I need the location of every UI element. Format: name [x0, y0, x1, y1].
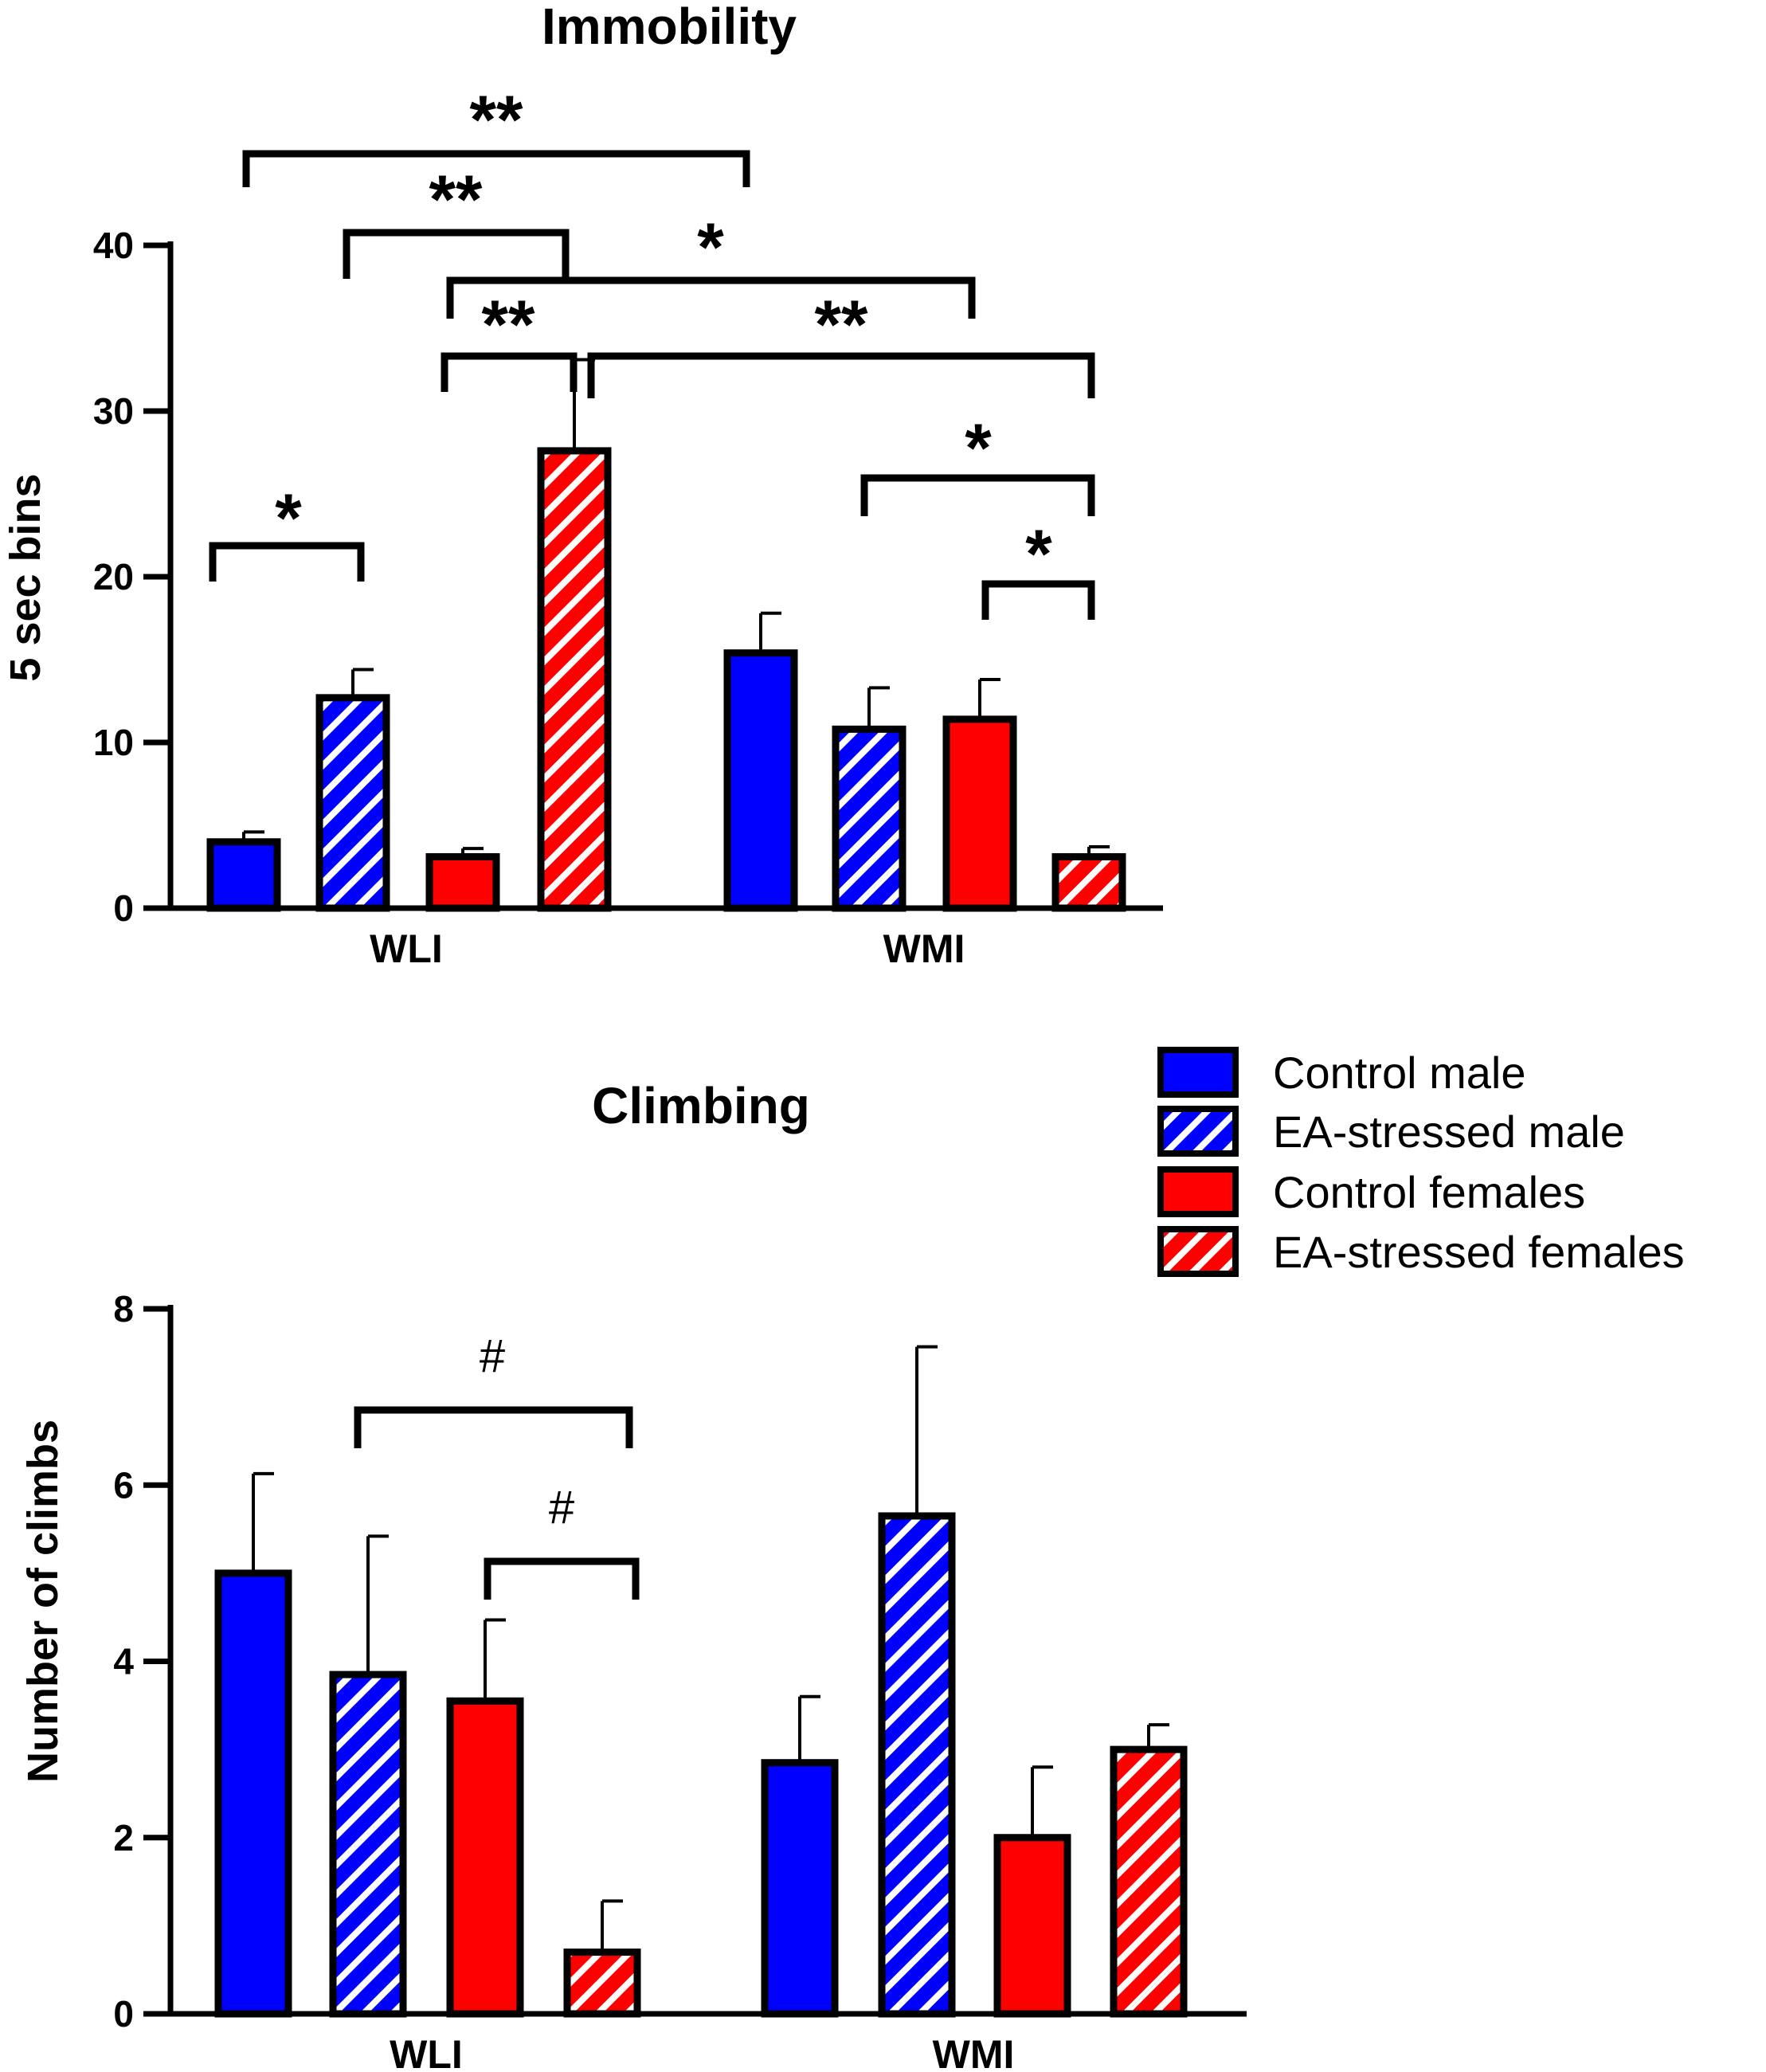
immobility-title: Immobility: [542, 0, 797, 55]
immobility-category-label: WLI: [370, 926, 443, 971]
bar: [214, 1569, 292, 2018]
significance-label: **: [482, 287, 535, 363]
bar: [1051, 853, 1126, 912]
significance-label: **: [429, 162, 483, 238]
significance-label: *: [965, 410, 992, 487]
climbing-title: Climbing: [592, 1077, 810, 1134]
significance-label: #: [480, 1330, 505, 1382]
significance-bracket: [587, 352, 1095, 398]
legend-swatch: [1157, 1047, 1239, 1098]
climbing-significance-brackets: [354, 1406, 640, 1600]
climbing-bars: [214, 1512, 1188, 2018]
y-tick-label: 40: [93, 225, 134, 266]
significance-label: #: [549, 1482, 574, 1533]
significance-bracket: [446, 276, 976, 319]
bar: [761, 1759, 839, 2018]
bar: [329, 1671, 407, 2018]
legend-swatch: [1157, 1226, 1239, 1277]
y-tick-label: 0: [113, 1993, 134, 2035]
legend-label: EA-stressed females: [1273, 1227, 1685, 1277]
bar: [425, 853, 500, 912]
significance-bracket: [981, 580, 1095, 620]
legend-item: EA-stressed male: [1157, 1106, 1625, 1157]
significance-bracket: [484, 1557, 640, 1600]
bar: [1110, 1745, 1188, 2018]
bar: [878, 1512, 956, 2018]
climbing-category-label: WMI: [933, 2032, 1015, 2072]
significance-bracket: [441, 352, 578, 392]
y-tick-label: 10: [93, 722, 134, 763]
climbing-y-axis-label: Number of climbs: [19, 1420, 67, 1783]
immobility-y-axis-label: 5 sec bins: [2, 473, 49, 681]
y-tick-label: 20: [93, 556, 134, 597]
immobility-significance-labels: ** ** * ** ** * * *: [275, 82, 1052, 593]
significance-bracket: [343, 229, 570, 279]
legend-item: EA-stressed females: [1157, 1226, 1685, 1277]
bar: [832, 725, 906, 912]
significance-label: **: [470, 82, 523, 159]
y-tick-label: 30: [93, 390, 134, 432]
immobility-category-label: WMI: [883, 926, 965, 971]
bar: [563, 1949, 641, 2018]
climbing-significance-labels: # #: [480, 1330, 574, 1533]
y-tick-label: 2: [113, 1817, 134, 1859]
immobility-significance-brackets: [209, 150, 1095, 620]
climbing-category-label: WLI: [390, 2032, 463, 2072]
significance-label: *: [697, 210, 724, 286]
significance-bracket: [209, 542, 365, 582]
legend-label: Control male: [1273, 1048, 1525, 1098]
bar: [537, 447, 612, 912]
immobility-y-ticks: 0 10 20 30 40: [93, 225, 170, 929]
climbing-y-ticks: 0 2 4 6 8: [113, 1288, 170, 2035]
significance-label: *: [275, 480, 302, 557]
significance-bracket: [242, 150, 750, 187]
bar: [942, 715, 1017, 912]
legend-item: Control male: [1157, 1047, 1525, 1098]
significance-label: *: [1025, 516, 1052, 593]
legend-label: Control females: [1273, 1167, 1585, 1217]
legend-label: EA-stressed male: [1273, 1107, 1625, 1157]
y-tick-label: 6: [113, 1464, 134, 1506]
bar: [993, 1834, 1071, 2018]
climbing-error-bars: [252, 1345, 1169, 1953]
legend-swatch: [1157, 1106, 1239, 1157]
bar: [446, 1697, 524, 2018]
legend-item: Control females: [1157, 1166, 1585, 1217]
legend: Control male EA-stressed male Control fe…: [1157, 1047, 1685, 1277]
y-tick-label: 0: [113, 887, 134, 929]
y-tick-label: 8: [113, 1288, 134, 1330]
significance-bracket: [354, 1406, 633, 1448]
bar: [723, 649, 798, 912]
y-tick-label: 4: [113, 1641, 134, 1682]
immobility-bars: [206, 447, 1126, 912]
bar: [315, 694, 390, 912]
significance-label: **: [815, 287, 868, 363]
legend-swatch: [1157, 1166, 1239, 1217]
bar: [206, 838, 281, 912]
significance-bracket: [860, 474, 1095, 516]
